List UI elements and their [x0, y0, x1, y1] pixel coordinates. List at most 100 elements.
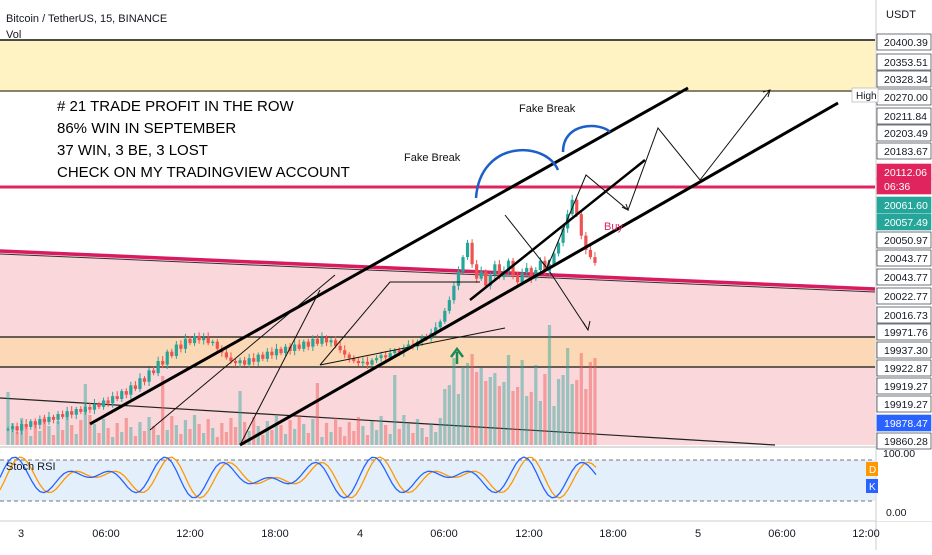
volume-bar — [261, 435, 265, 445]
time-label: 06:00 — [768, 528, 796, 540]
projection-arrow-down — [549, 271, 589, 331]
candle-body — [352, 358, 356, 362]
price-label: 20112.06 — [884, 167, 927, 179]
price-label-box — [876, 124, 932, 142]
descending-trend-line[interactable] — [0, 249, 876, 291]
candle-body — [315, 338, 319, 344]
candle-body — [529, 267, 533, 279]
volume-bar — [356, 417, 360, 445]
volume-bar — [534, 365, 538, 445]
candle-body — [397, 350, 401, 353]
volume-bar — [270, 430, 274, 445]
volume-bar — [552, 406, 556, 445]
thin-diagonal-2 — [239, 289, 321, 446]
stoch-label[interactable]: Stoch RSI — [6, 461, 56, 473]
volume-bar — [129, 427, 133, 445]
price-label-box — [876, 231, 932, 249]
price-label: 20203.49 — [884, 128, 928, 140]
candle-body — [302, 341, 306, 349]
volume-bar — [283, 434, 288, 445]
price-label-box — [876, 107, 932, 125]
candle-body — [24, 424, 28, 427]
candle-body — [47, 416, 51, 422]
buy-label: Buy — [604, 221, 623, 233]
stoch-d-badge — [866, 462, 878, 476]
stoch-k-text: K — [869, 482, 876, 493]
volume-bar — [425, 437, 429, 445]
volume-bar — [243, 422, 247, 445]
candle-body — [488, 275, 492, 286]
volume-bar — [497, 386, 501, 445]
stoch-d-line — [0, 456, 597, 499]
volume-bar — [306, 433, 310, 445]
candle-body — [470, 242, 474, 265]
channel-lower-line[interactable] — [239, 101, 839, 447]
volume-bar — [247, 431, 251, 445]
volume-bar — [388, 434, 392, 445]
candle-body — [74, 409, 78, 415]
volume-bar — [265, 421, 269, 445]
volume-bar — [6, 392, 10, 445]
buy-arrow-head — [450, 346, 464, 358]
candle-body — [370, 360, 374, 365]
volume-bar — [452, 358, 456, 445]
fake-break-label-2: Fake Break — [519, 103, 576, 115]
stoch-k-badge — [866, 479, 878, 493]
arrow-head-4 — [621, 203, 629, 211]
volume-bar — [415, 419, 420, 445]
candle-body — [306, 341, 310, 347]
volume-bar — [520, 360, 524, 445]
volume-bar — [138, 422, 142, 445]
candle-body — [556, 242, 561, 254]
volume-bar — [434, 432, 438, 445]
volume-bar — [570, 384, 574, 445]
volume-bar — [370, 421, 374, 445]
currency-label: USDT — [886, 9, 916, 21]
price-label: 06:36 — [884, 181, 910, 193]
candle-body — [179, 344, 183, 349]
candle-body — [406, 344, 410, 349]
candle-body — [356, 361, 360, 364]
candle-body — [293, 344, 297, 351]
candle-body — [434, 327, 438, 334]
volume-bar — [584, 389, 588, 445]
time-axis-labels[interactable]: 3 06:00 12:00 18:00 4 06:00 12:00 18:00 5 06:00 12… — [18, 528, 880, 540]
price-axis-labels[interactable]: 20400.39 20353.51 20328.34 20270.00 20211.84… — [876, 33, 932, 450]
volume-bar — [556, 379, 561, 445]
stoch-d-text: D — [869, 465, 876, 476]
volume-bar — [525, 396, 529, 445]
candle-body — [20, 424, 24, 431]
volume-bar — [56, 421, 60, 445]
candle-body — [461, 257, 465, 272]
time-label: 4 — [357, 528, 363, 540]
volume-bar — [88, 415, 92, 445]
time-label: 3 — [18, 528, 24, 540]
price-label: 20328.34 — [884, 74, 928, 86]
inner-channel-line[interactable] — [469, 159, 646, 301]
volume-bar — [538, 401, 542, 445]
channel-upper-line[interactable] — [89, 86, 689, 426]
volume-bar — [420, 428, 424, 445]
candle-body — [115, 396, 119, 399]
volume-bar — [493, 373, 497, 445]
volume-bar — [465, 363, 470, 445]
price-label-box — [876, 177, 932, 195]
candle-body — [516, 275, 520, 283]
symbol-title[interactable]: Bitcoin / TetherUS, 15, BINANCE — [6, 13, 167, 25]
time-label: 12:00 — [176, 528, 204, 540]
time-label: 18:00 — [599, 528, 627, 540]
volume-bar — [233, 427, 238, 445]
volume-bar — [502, 382, 506, 445]
price-label: 20043.77 — [884, 272, 928, 284]
candle-body — [197, 335, 201, 341]
vol-label[interactable]: Vol — [6, 29, 21, 41]
annotation-line-4: CHECK ON MY TRADINGVIEW ACCOUNT — [57, 164, 350, 181]
volume-bar — [311, 419, 315, 445]
candle-body — [106, 400, 110, 404]
volume-bar — [15, 432, 19, 445]
candle-body — [311, 338, 315, 347]
volume-bar — [220, 423, 224, 445]
candle-body — [283, 346, 288, 354]
